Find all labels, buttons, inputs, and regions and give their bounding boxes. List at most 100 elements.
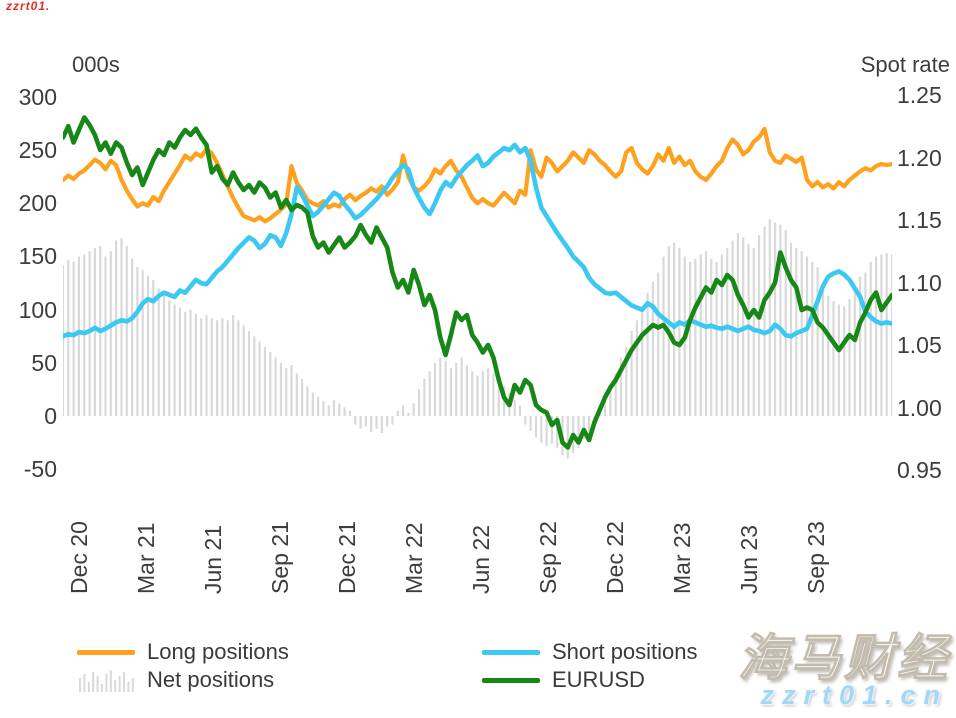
x-axis-tick: Dec 21 <box>334 521 360 594</box>
net-positions-bar <box>859 276 862 416</box>
net-positions-bar <box>864 272 867 417</box>
eurusd-swatch <box>482 677 540 683</box>
net-positions-bar <box>364 416 367 427</box>
net-positions-bar <box>380 416 383 433</box>
net-positions-bar <box>306 386 309 417</box>
corner-watermark: zzrt01.cn <box>6 0 48 12</box>
net-positions-bar <box>120 238 123 416</box>
net-positions-bar <box>396 410 399 416</box>
corner-watermark-text: zzrt01.cn <box>6 0 48 12</box>
net-positions-bar <box>279 362 282 417</box>
net-positions-bar <box>141 270 144 416</box>
net-positions-bar <box>136 267 139 416</box>
net-positions-bar <box>646 292 649 417</box>
right-axis-tick: 1.25 <box>897 82 942 108</box>
net-positions-bar <box>582 416 585 440</box>
net-positions-bar <box>625 346 628 416</box>
net-positions-bar <box>726 248 729 416</box>
net-positions-bar <box>720 254 723 416</box>
net-positions-bar <box>88 251 91 416</box>
net-positions-bar <box>603 400 607 417</box>
net-positions-bar <box>131 258 134 416</box>
net-positions-bar <box>168 300 171 416</box>
net-positions-bar <box>848 299 851 417</box>
net-positions-bar <box>635 320 638 416</box>
net-positions-bar <box>417 389 421 416</box>
net-positions-bar <box>104 256 107 416</box>
net-positions-bar <box>784 229 787 416</box>
left-axis-title: 000s <box>72 52 120 77</box>
net-positions-bar <box>226 320 229 416</box>
net-positions-bar <box>343 407 346 416</box>
net-positions-bar <box>827 295 830 417</box>
net-positions-bar <box>327 405 330 416</box>
net-positions-bar <box>189 309 192 416</box>
net-positions-bar <box>704 251 708 416</box>
net-positions-bar <box>274 357 277 416</box>
legend: Long positions Net positions Short posit… <box>0 634 956 698</box>
legend-item-long: Long positions <box>77 638 289 666</box>
net-positions-bar <box>178 307 181 417</box>
net-positions-bar <box>152 279 155 416</box>
net-positions-bar <box>758 235 761 416</box>
net-positions-bar <box>317 396 320 416</box>
net-positions-bar <box>402 405 405 416</box>
net-positions-bar <box>162 293 166 416</box>
long-positions-line <box>63 126 892 224</box>
x-axis-tick: Jun 21 <box>200 524 226 594</box>
net-positions-bar <box>338 403 341 417</box>
net-positions-bar <box>232 315 235 416</box>
net-positions-bar <box>577 416 580 448</box>
net-positions-bar <box>774 222 777 416</box>
net-positions-bar <box>487 368 490 417</box>
net-positions-bar <box>710 258 713 416</box>
net-positions-bar <box>805 256 809 416</box>
net-positions-bar <box>673 242 676 416</box>
net-positions-bar <box>471 371 474 417</box>
x-axis-tick: Jun 23 <box>736 524 762 594</box>
right-axis-tick: 0.95 <box>897 457 942 483</box>
right-axis-tick: 1.15 <box>897 207 942 233</box>
left-axis-tick: 300 <box>18 84 57 110</box>
net-positions-bar <box>641 309 644 416</box>
net-positions-bar <box>545 416 548 446</box>
net-positions-bar <box>253 336 256 417</box>
net-positions-bar <box>375 416 378 429</box>
net-positions-bar <box>534 416 538 438</box>
net-positions-bar <box>370 416 373 432</box>
net-positions-bar <box>93 248 96 416</box>
net-positions-bar <box>72 261 75 416</box>
net-positions-bar <box>885 253 888 416</box>
net-positions-bar <box>811 261 814 416</box>
net-positions-bar <box>407 412 410 416</box>
eurusd-line <box>63 115 892 450</box>
net-positions-bar <box>247 331 251 417</box>
net-positions-bar <box>423 378 426 416</box>
net-positions-bar <box>63 265 65 416</box>
net-positions-bar <box>412 403 415 417</box>
net-positions-bar <box>630 331 633 417</box>
net-positions-bar <box>524 416 527 425</box>
net-positions-bar <box>359 416 362 429</box>
net-positions-bar <box>875 256 878 416</box>
net-positions-bar <box>465 365 468 416</box>
net-positions-bar <box>890 254 892 416</box>
left-axis-tick: 100 <box>18 296 57 323</box>
net-positions-bar <box>184 311 187 416</box>
net-positions-bar <box>476 375 479 416</box>
net-positions-bar <box>258 341 261 416</box>
x-axis-tick: Mar 23 <box>669 522 695 594</box>
net-positions-bar <box>837 304 840 417</box>
right-axis-tick: 1.20 <box>897 144 942 171</box>
net-positions-bar <box>455 362 458 417</box>
legend-item-short: Short positions <box>482 638 698 666</box>
net-positions-bar <box>588 416 591 432</box>
net-positions-bar <box>492 373 495 416</box>
net-positions-bar <box>678 248 681 416</box>
net-positions-bar <box>115 240 118 417</box>
net-positions-bar <box>449 368 452 417</box>
net-positions-bar <box>444 360 447 416</box>
legend-label-long: Long positions <box>147 639 289 664</box>
net-positions-bar <box>237 320 240 416</box>
legend-item-eurusd: EURUSD <box>482 666 645 694</box>
